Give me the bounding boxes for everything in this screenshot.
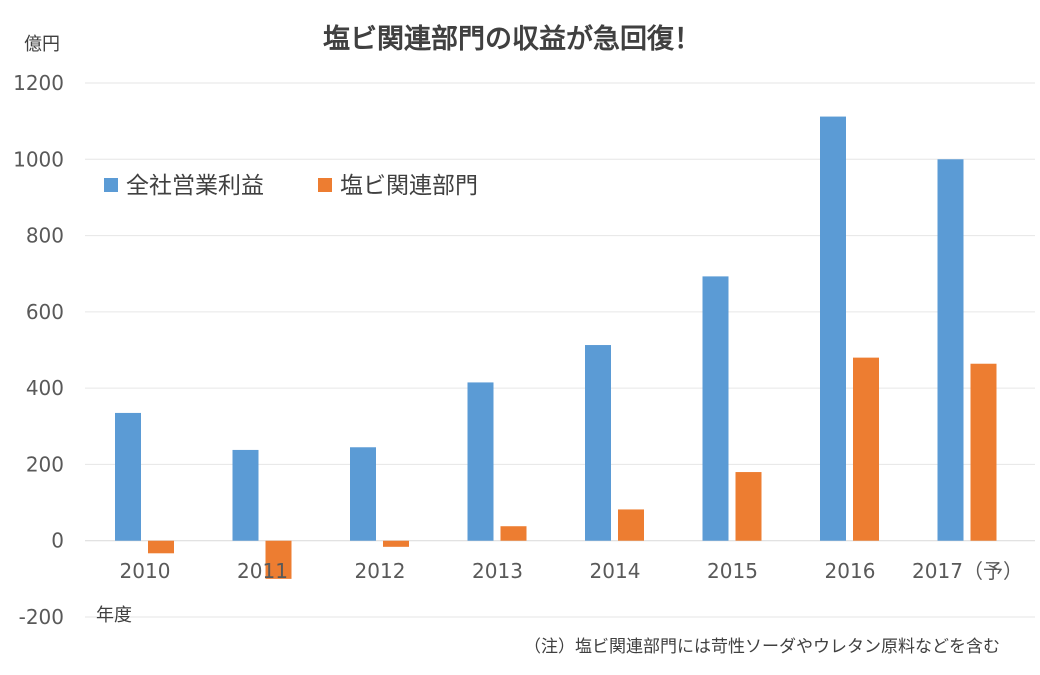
y-tick-label: 0 xyxy=(51,529,64,553)
bar-pvc-segment-6 xyxy=(853,357,879,541)
bar-pvc-segment-2 xyxy=(383,540,409,547)
y-tick-label: 800 xyxy=(26,224,64,248)
bar-total-operating-profit-1 xyxy=(232,449,259,541)
x-tick-label: 2016 xyxy=(825,559,876,583)
legend: 全社営業利益 塩ビ関連部門 xyxy=(104,173,478,199)
legend-swatch xyxy=(104,178,118,192)
legend-label: 塩ビ関連部門 xyxy=(340,173,478,199)
y-tick-label: 1200 xyxy=(13,71,64,95)
x-tick-label: 2011 xyxy=(237,559,288,583)
bar-total-operating-profit-3 xyxy=(467,382,494,541)
legend-label: 全社営業利益 xyxy=(126,173,264,199)
x-tick-label: 2014 xyxy=(590,559,641,583)
legend-swatch xyxy=(318,178,332,192)
x-tick-label: 2015 xyxy=(707,559,758,583)
bar-total-operating-profit-5 xyxy=(702,276,729,541)
gridlines xyxy=(85,82,1035,618)
bar-total-operating-profit-0 xyxy=(115,412,141,541)
y-tick-label: 400 xyxy=(26,376,64,400)
footnote: （注）塩ビ関連部門には苛性ソーダやウレタン原料などを含む xyxy=(524,637,1000,657)
y-axis-ticks: -200 0 200 400 600 800 1000 1200 xyxy=(13,71,64,629)
x-axis-label: 年度 xyxy=(96,605,132,626)
y-tick-label: 1000 xyxy=(13,147,64,171)
bars xyxy=(115,116,997,579)
y-tick-label: 600 xyxy=(26,300,64,324)
bar-pvc-segment-7 xyxy=(970,363,997,541)
bar-pvc-segment-5 xyxy=(735,472,762,541)
chart-title: 塩ビ関連部門の収益が急回復！ xyxy=(323,23,701,55)
bar-total-operating-profit-2 xyxy=(350,447,376,541)
bar-pvc-segment-1 xyxy=(265,540,292,579)
bar-pvc-segment-4 xyxy=(618,509,644,541)
bar-total-operating-profit-7 xyxy=(937,159,964,541)
y-tick-label: 200 xyxy=(26,452,64,476)
y-tick-label: -200 xyxy=(19,605,64,629)
x-tick-label: 2012 xyxy=(355,559,406,583)
bar-pvc-segment-3 xyxy=(500,526,527,541)
bar-pvc-segment-0 xyxy=(148,540,174,554)
x-tick-label: 2010 xyxy=(120,559,171,583)
bar-total-operating-profit-6 xyxy=(820,116,846,541)
x-tick-label: 2013 xyxy=(472,559,523,583)
x-axis-ticks: 2010 2011 2012 2013 2014 2015 2016 2017（予） xyxy=(120,559,1023,583)
bar-total-operating-profit-4 xyxy=(585,345,611,541)
x-tick-label: 2017（予） xyxy=(912,559,1023,583)
y-axis-unit-label: 億円 xyxy=(24,34,60,55)
